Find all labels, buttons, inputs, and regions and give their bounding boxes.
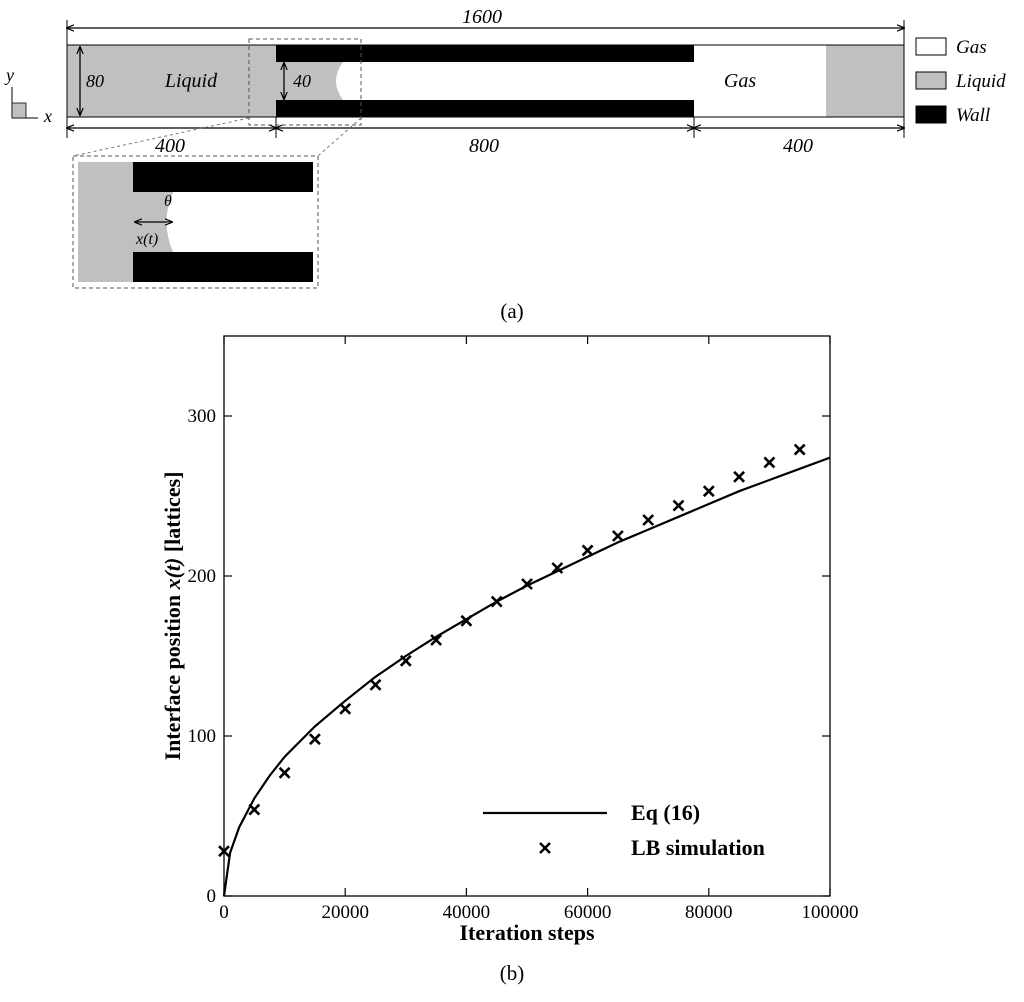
- panel-a-caption: (a): [500, 299, 523, 323]
- lb-marker: [733, 470, 746, 483]
- x-tick-label: 20000: [321, 902, 369, 923]
- lb-marker: [642, 514, 655, 526]
- gas-region-label: Gas: [724, 70, 756, 92]
- y-tick-label: 0: [207, 886, 217, 907]
- zoom-projection-line: [72, 117, 250, 157]
- zoom-projection-line: [317, 117, 362, 157]
- zoom-box: [248, 38, 362, 126]
- lb-marker: [793, 443, 806, 456]
- liquid-region-right: [826, 45, 904, 117]
- dim-height-label: 80: [86, 71, 104, 91]
- inset-wall-top: [133, 162, 313, 192]
- inset: x(t) θ: [72, 155, 319, 289]
- y-tick-label: 300: [188, 406, 217, 427]
- x-tick-label: 100000: [802, 902, 859, 923]
- lb-marker: [278, 766, 291, 779]
- axis-x-symbol: x: [43, 106, 52, 126]
- lb-marker: [339, 702, 352, 715]
- schematic: 1600 80 40 400 800 400 Liquid Gas y x: [4, 6, 1006, 323]
- inset-theta-label: θ: [164, 193, 172, 210]
- x-tick-label: 0: [219, 902, 229, 923]
- inset-xt-label: x(t): [135, 231, 158, 248]
- x-tick-label: 60000: [564, 902, 612, 923]
- tick-group: 0 20000 40000 60000 80000 100000 0 100 200 300: [188, 336, 859, 923]
- lb-marker: [581, 544, 594, 557]
- lb-marker: [399, 654, 412, 667]
- wall-top: [276, 45, 694, 62]
- y-tick-label: 100: [188, 726, 217, 747]
- lb-marker: [218, 845, 230, 858]
- lb-marker: [551, 562, 564, 574]
- panel-b-caption: (b): [500, 961, 525, 985]
- schematic-legend: Gas Liquid Wall: [915, 37, 1006, 126]
- dim-total-label: 1600: [462, 6, 502, 28]
- dim-middle-label: 800: [469, 135, 499, 157]
- legend-marker-sample: [539, 842, 551, 854]
- dim-left-label: 400: [155, 135, 185, 157]
- legend-swatch-wall: [915, 105, 947, 124]
- liquid-region-label: Liquid: [164, 70, 218, 92]
- inset-wall-bottom: [133, 252, 313, 282]
- lb-marker: [763, 456, 776, 469]
- dim-right-label: 400: [783, 135, 813, 157]
- legend-swatch-liquid: [915, 71, 947, 90]
- lb-marker: [490, 595, 503, 608]
- legend-lb-label: LB simulation: [631, 835, 765, 860]
- lb-marker: [672, 499, 685, 512]
- dim-gap-label: 40: [293, 71, 311, 91]
- lb-marker: [611, 530, 624, 542]
- legend-label-wall: Wall: [956, 105, 990, 126]
- lb-marker: [521, 578, 533, 590]
- legend-label-liquid: Liquid: [955, 71, 1006, 92]
- chart: 0 20000 40000 60000 80000 100000 0 100 200 300 It…: [160, 335, 859, 985]
- lb-marker: [702, 485, 715, 498]
- legend-label-gas: Gas: [956, 37, 987, 58]
- coordinate-axes-icon: y x: [4, 65, 52, 126]
- y-axis-label: Interface position x(t) [lattices]: [160, 472, 185, 761]
- lb-marker: [248, 803, 261, 816]
- wall-bottom: [276, 100, 694, 117]
- x-tick-label: 80000: [685, 902, 733, 923]
- y-tick-label: 200: [188, 566, 217, 587]
- lb-marker: [308, 733, 321, 746]
- lb-marker: [460, 614, 473, 627]
- eq16-curve: [222, 456, 831, 897]
- x-tick-label: 40000: [443, 902, 491, 923]
- legend-swatch-gas: [915, 37, 947, 56]
- legend-eq16-label: Eq (16): [631, 800, 700, 825]
- x-axis-label: Iteration steps: [459, 920, 594, 945]
- lb-marker: [369, 678, 382, 691]
- lb-markers: [218, 443, 806, 858]
- meniscus: [336, 62, 343, 100]
- lb-marker: [430, 634, 443, 646]
- axis-y-symbol: y: [4, 65, 14, 85]
- plot-frame: [223, 335, 831, 897]
- chart-legend: Eq (16) LB simulation: [483, 800, 765, 860]
